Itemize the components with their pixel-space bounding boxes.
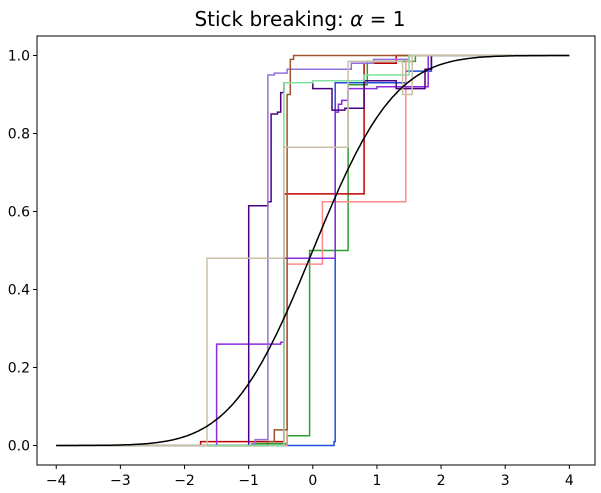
y-tick-label: 0.2 bbox=[8, 361, 30, 377]
step-series-9 bbox=[56, 54, 570, 447]
y-tick-label: 1.0 bbox=[8, 49, 30, 65]
y-axis: 0.0 0.2 0.4 0.6 0.8 1.0 bbox=[8, 49, 37, 455]
x-tick-label: 4 bbox=[565, 473, 574, 489]
x-tick-label: 0 bbox=[308, 473, 317, 489]
chart-title-suffix: = 1 bbox=[363, 7, 405, 31]
y-tick-label: 0.8 bbox=[8, 127, 30, 143]
x-tick-label: 3 bbox=[501, 473, 510, 489]
normal-cdf-curve bbox=[56, 54, 570, 447]
step-series-5 bbox=[56, 54, 570, 447]
x-tick-label: −2 bbox=[174, 473, 195, 489]
y-tick-label: 0.0 bbox=[8, 439, 30, 455]
plot-series-group bbox=[56, 54, 570, 447]
reference-curve-group bbox=[56, 54, 570, 447]
chart-title-symbol: α bbox=[350, 7, 363, 31]
x-tick-label: −1 bbox=[238, 473, 259, 489]
chart-title-prefix: Stick breaking: bbox=[194, 7, 350, 31]
step-series-8 bbox=[56, 54, 570, 447]
x-tick-label: −3 bbox=[110, 473, 131, 489]
x-tick-label: −4 bbox=[46, 473, 67, 489]
x-tick-label: 1 bbox=[372, 473, 381, 489]
y-tick-label: 0.4 bbox=[8, 283, 30, 299]
step-series-6 bbox=[56, 54, 570, 447]
step-series-7 bbox=[56, 54, 570, 447]
x-axis: −4 −3 −2 −1 0 1 2 3 4 bbox=[46, 465, 574, 489]
axes-frame bbox=[36, 35, 596, 466]
chart-title: Stick breaking: α = 1 bbox=[194, 7, 405, 31]
y-tick-label: 0.6 bbox=[8, 205, 30, 221]
x-tick-label: 2 bbox=[437, 473, 446, 489]
step-series-10 bbox=[56, 54, 570, 447]
